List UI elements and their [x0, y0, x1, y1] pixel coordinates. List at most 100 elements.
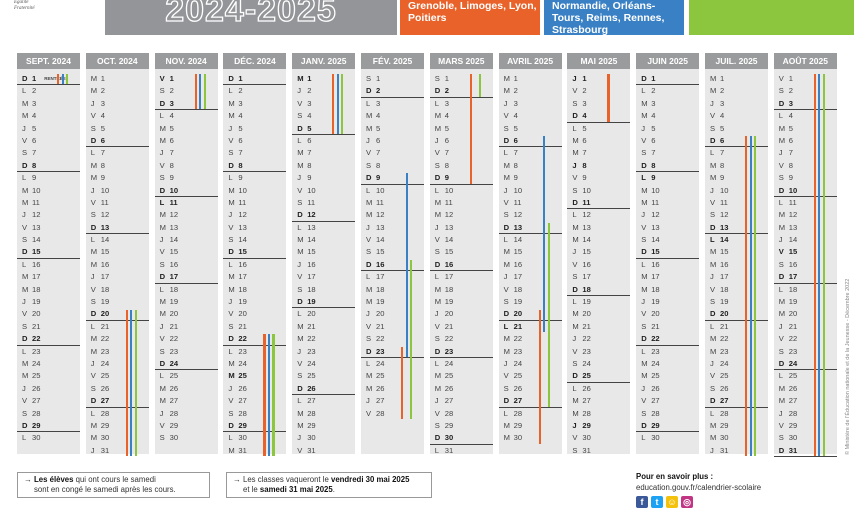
- more-info-url[interactable]: education.gouv.fr/calendrier-scolaire: [636, 483, 762, 492]
- weekday-letter: M: [503, 259, 510, 269]
- day-row: S 18: [292, 284, 355, 296]
- weekday-letter: J: [572, 420, 577, 430]
- weekday-letter: J: [572, 74, 577, 83]
- day-row: L 17: [430, 271, 493, 283]
- day-number: 20: [444, 309, 454, 319]
- day-row: M 30: [499, 432, 562, 444]
- day-number: 15: [444, 247, 454, 257]
- day-row: M 25: [361, 370, 424, 382]
- day-number: 27: [307, 396, 316, 406]
- weekday-letter: M: [228, 284, 235, 294]
- weekday-letter: M: [503, 74, 510, 83]
- weekday-letter: D: [228, 160, 234, 170]
- weekday-letter: M: [366, 123, 373, 133]
- weekday-letter: J: [159, 148, 164, 158]
- day-row: L 18: [155, 284, 218, 296]
- day-number: 7: [100, 148, 106, 158]
- weekday-letter: L: [778, 284, 784, 294]
- day-row: V 27: [636, 395, 699, 407]
- snapchat-icon[interactable]: ☺: [666, 496, 678, 508]
- day-row: L 11: [774, 197, 837, 209]
- day-number: 10: [307, 185, 316, 195]
- weekday-letter: V: [159, 420, 165, 430]
- weekday-letter: S: [710, 383, 716, 393]
- day-number: 30: [307, 433, 316, 443]
- month-header: AOÛT 2025: [773, 53, 837, 69]
- twitter-icon[interactable]: t: [651, 496, 663, 508]
- day-row: V 27: [223, 395, 286, 407]
- day-row: D 22: [17, 333, 80, 346]
- day-row: S 31: [567, 445, 630, 457]
- day-row: S 12: [705, 209, 768, 221]
- day-number: 5: [788, 123, 794, 133]
- month-days: S 1 D 2 L 3 M 4 M 5 J 6 V 7 S 8 D 9 L 10 M 11 M 12 J 13 V 14 S 15 D 16 L…: [361, 69, 424, 420]
- day-row: M 10: [223, 185, 286, 197]
- day-number: 31: [307, 445, 316, 455]
- weekday-letter: J: [710, 98, 714, 108]
- weekday-letter: D: [22, 420, 28, 430]
- day-number: 18: [513, 284, 523, 294]
- day-number: 14: [513, 235, 523, 245]
- day-number: 27: [376, 396, 385, 406]
- day-number: 30: [100, 433, 110, 443]
- weekday-letter: V: [572, 259, 578, 269]
- day-number: 11: [169, 197, 178, 207]
- weekday-letter: L: [778, 111, 784, 121]
- day-number: 27: [32, 396, 41, 406]
- day-number: 21: [100, 321, 110, 331]
- facebook-icon[interactable]: f: [636, 496, 648, 508]
- day-row: M 12: [155, 209, 218, 221]
- vacation-bar-zone-a: [813, 74, 816, 457]
- weekday-letter: S: [778, 173, 784, 183]
- day-number: 1: [376, 74, 381, 83]
- day-row: L 24: [430, 358, 493, 370]
- day-number: 30: [169, 433, 179, 443]
- vacation-bar-zone-a: [745, 136, 748, 457]
- day-number: 18: [444, 284, 454, 294]
- day-row: J 24: [499, 358, 562, 370]
- day-number: 18: [32, 284, 41, 294]
- day-row: M 17: [636, 271, 699, 283]
- weekday-letter: D: [641, 74, 647, 83]
- day-row: S 19: [499, 296, 562, 308]
- day-row: V 31: [292, 445, 355, 457]
- month-column: MAI 2025 J 1 V 2 S 3 D 4 L 5 M 6 M 7 J 8 V 9 S 10 D 11 L 12 M 13 M 1…: [567, 53, 631, 457]
- day-row: L 10: [430, 185, 493, 197]
- zone-b-cities: Normandie, Orléans-Tours, Reims, Rennes,…: [552, 0, 665, 36]
- month-header: FÉV. 2025: [361, 53, 424, 69]
- weekday-letter: S: [641, 321, 647, 331]
- day-number: 27: [100, 396, 110, 406]
- day-number: 17: [582, 272, 591, 282]
- weekday-letter: S: [503, 297, 509, 307]
- day-row: V 15: [774, 246, 837, 258]
- weekday-letter: L: [90, 408, 96, 418]
- instagram-icon[interactable]: ◎: [681, 496, 693, 508]
- day-number: 23: [169, 346, 179, 356]
- day-number: 2: [100, 86, 106, 96]
- weekday-letter: D: [641, 247, 647, 257]
- weekday-letter: L: [366, 98, 371, 108]
- day-number: 2: [307, 86, 312, 96]
- day-row: J 21: [774, 321, 837, 333]
- day-row: L 30: [17, 432, 80, 444]
- day-number: 13: [32, 222, 41, 232]
- day-number: 7: [32, 148, 37, 158]
- weekday-letter: L: [710, 408, 715, 418]
- month-column: FÉV. 2025 S 1 D 2 L 3 M 4 M 5 J 6 V 7 S 8 D 9 L 10 M 11 M 12 J 13 V…: [361, 53, 424, 454]
- weekday-letter: D: [503, 135, 510, 145]
- day-number: 9: [788, 173, 794, 183]
- weekday-letter: L: [710, 235, 715, 245]
- day-row: J 29: [567, 420, 630, 432]
- day-number: 27: [513, 396, 523, 406]
- weekday-letter: M: [641, 284, 648, 294]
- day-row: M 29: [705, 420, 768, 432]
- day-number: 31: [100, 445, 110, 455]
- weekday-letter: S: [228, 408, 234, 418]
- day-number: 26: [582, 383, 591, 393]
